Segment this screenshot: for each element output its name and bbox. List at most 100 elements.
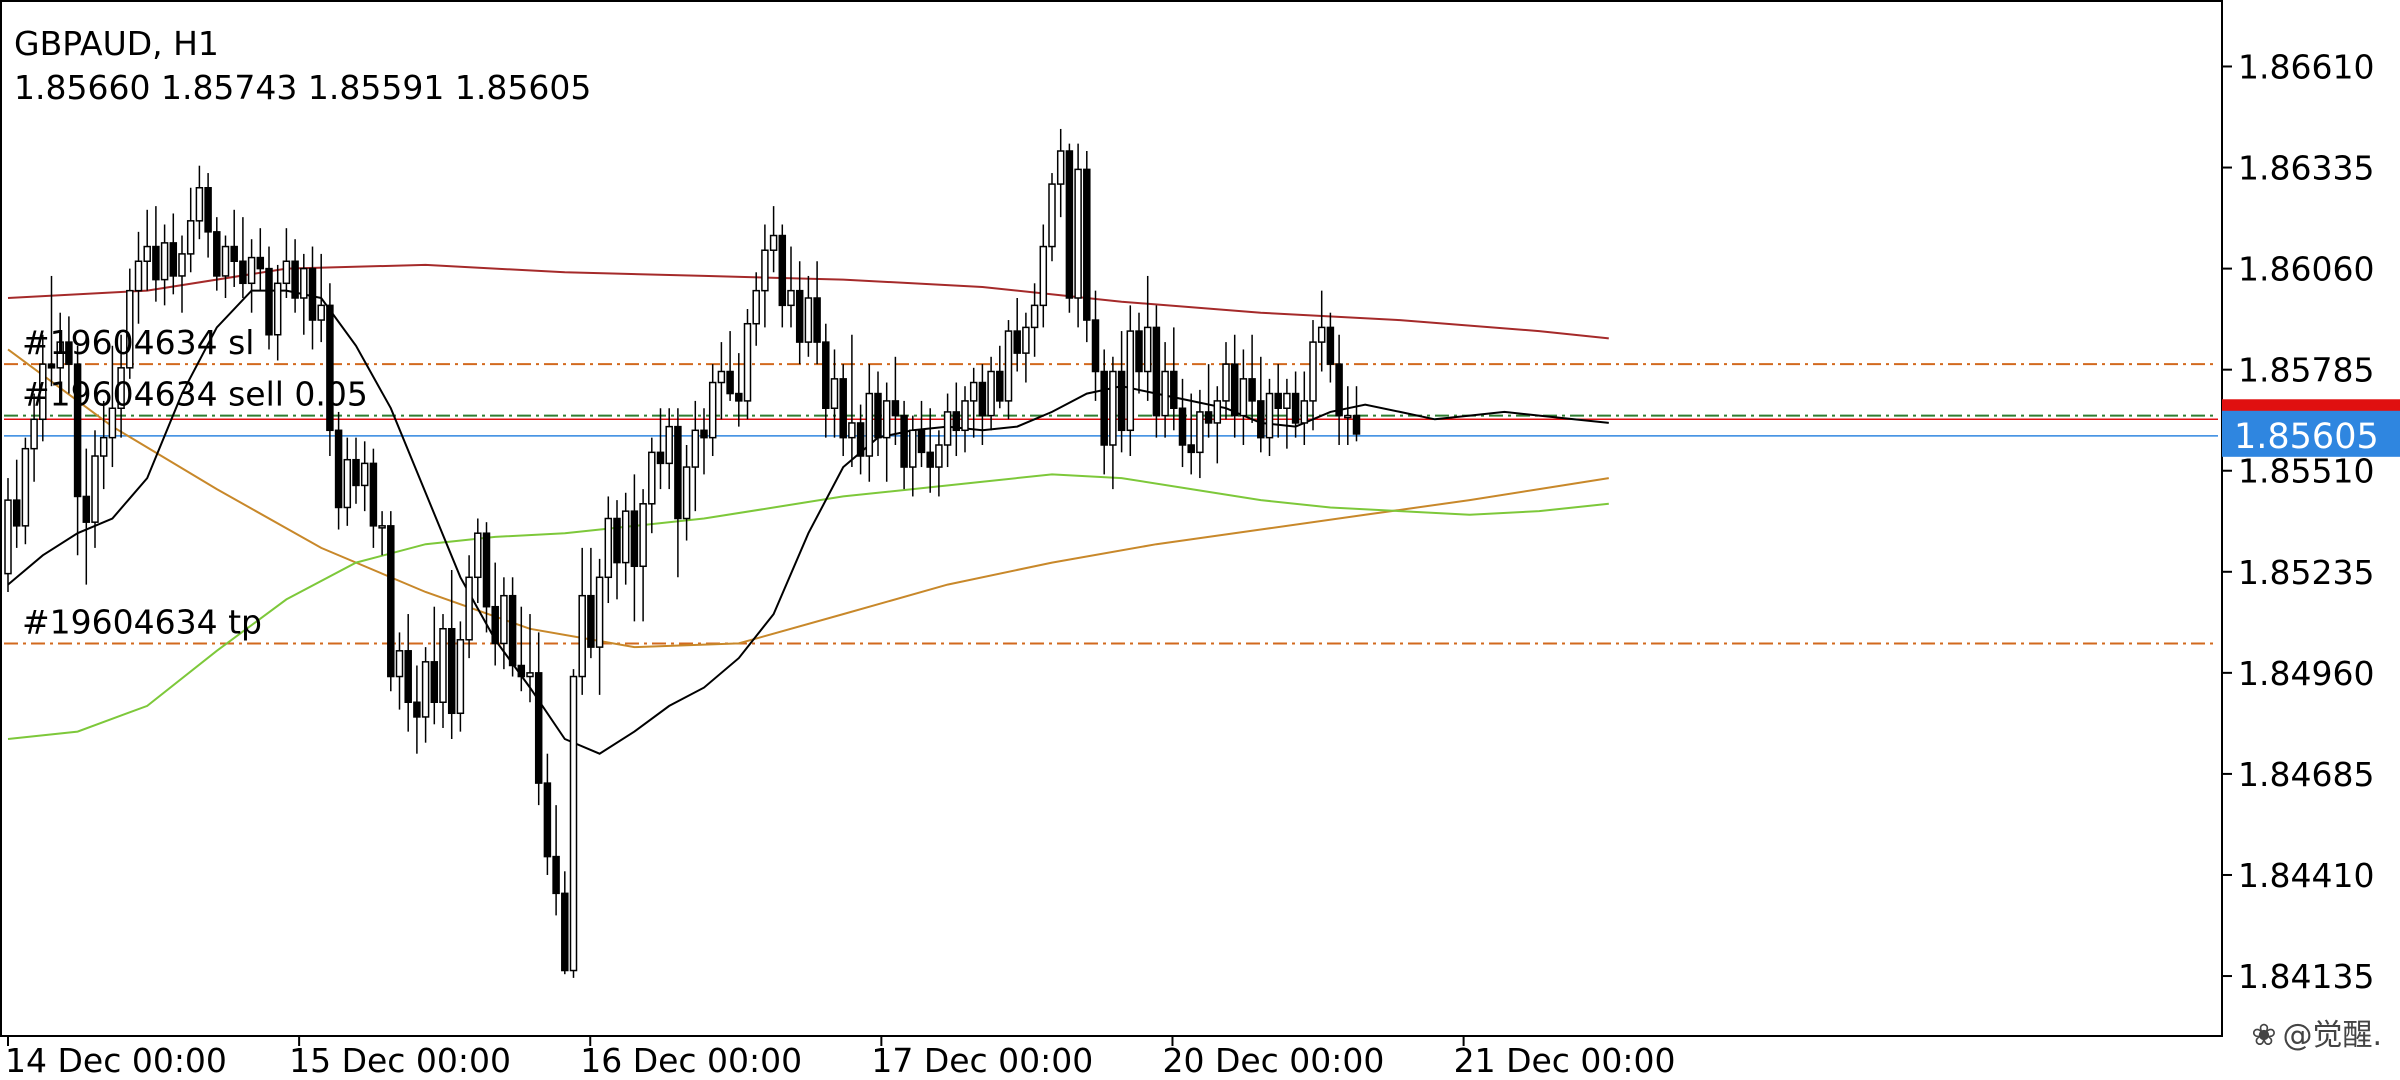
candle-body-bull xyxy=(1213,400,1222,424)
candle-body-bear xyxy=(430,661,439,704)
candle xyxy=(73,345,82,556)
candle xyxy=(387,511,395,692)
candle-body-bull xyxy=(500,594,508,645)
candle-body-bear xyxy=(656,451,665,465)
candle-body-bull xyxy=(708,381,717,439)
current-price-label: 1.85605 xyxy=(2234,417,2379,457)
candle xyxy=(1187,393,1195,475)
candle xyxy=(856,404,865,475)
candle xyxy=(526,614,534,703)
candle-body-bull xyxy=(178,253,186,277)
candle-body-bull xyxy=(604,517,613,579)
candle-body-bull xyxy=(1222,363,1230,402)
candle xyxy=(230,209,238,287)
candle xyxy=(1283,378,1291,449)
candle xyxy=(474,518,482,604)
candle xyxy=(395,632,404,710)
candle-body-bull xyxy=(578,594,586,678)
ma-green-line xyxy=(7,473,1609,740)
candle xyxy=(952,382,961,457)
candle xyxy=(1100,349,1108,475)
candle xyxy=(47,275,56,387)
candle xyxy=(12,459,21,548)
candle-body-bear xyxy=(291,260,299,299)
candle-body-bear xyxy=(334,429,343,509)
candle xyxy=(134,231,143,324)
y-tick-label: 1.84410 xyxy=(2238,856,2374,895)
candle-body-bull xyxy=(1004,330,1013,402)
watermark-logo-icon: ❀ xyxy=(2251,1018,2277,1053)
candle-body-bull xyxy=(882,400,891,439)
candle xyxy=(1335,334,1343,445)
candle-body-bull xyxy=(21,447,30,527)
candle-body-bear xyxy=(1257,400,1265,439)
candle xyxy=(830,349,839,438)
candle xyxy=(169,213,178,295)
y-tick-label: 1.84960 xyxy=(2238,654,2374,693)
candle-body-bear xyxy=(952,411,961,432)
candle xyxy=(917,400,926,468)
candle xyxy=(561,871,569,975)
candle xyxy=(326,283,334,457)
candle xyxy=(569,669,578,978)
candle xyxy=(82,448,91,585)
candle-body-bull xyxy=(456,639,465,715)
candle-body-bull xyxy=(143,245,151,263)
candle-body-bull xyxy=(360,462,369,487)
candle xyxy=(621,492,630,585)
candle-body-bull xyxy=(30,418,38,450)
candle xyxy=(213,217,221,291)
candle-body-bull xyxy=(108,407,117,439)
candle xyxy=(413,665,421,754)
candle-body-bull xyxy=(1161,370,1169,417)
candle-body-bear xyxy=(256,256,265,270)
candle xyxy=(439,614,447,728)
candle xyxy=(1300,371,1309,445)
candle xyxy=(1013,298,1021,372)
candle xyxy=(752,272,760,346)
candle xyxy=(804,275,813,357)
x-tick-label: 21 Dec 00:00 xyxy=(1454,1041,1676,1080)
candle-body-bull xyxy=(848,422,856,439)
candle-body-bear xyxy=(630,510,639,568)
candle-body-bear xyxy=(12,499,21,527)
candle-body-bear xyxy=(552,855,560,895)
candle-body-bull xyxy=(830,378,839,410)
candle xyxy=(343,437,352,526)
trade-label: #19604634 tp xyxy=(22,602,262,641)
candle-body-bull xyxy=(1143,326,1152,373)
candle-body-bull xyxy=(621,510,630,564)
candle-body-bull xyxy=(439,628,447,703)
candle xyxy=(447,569,456,739)
candle xyxy=(282,228,291,298)
candle-body-bull xyxy=(134,260,143,292)
candle xyxy=(1326,312,1335,383)
candle xyxy=(39,334,47,442)
plot-area[interactable] xyxy=(0,0,2223,1037)
candle xyxy=(517,606,526,692)
candle-body-bear xyxy=(73,363,82,498)
candle xyxy=(1004,320,1013,420)
candle-body-bear xyxy=(239,260,247,285)
candle xyxy=(117,334,125,438)
candle xyxy=(1248,334,1256,423)
candle xyxy=(143,209,151,291)
candle-body-bear xyxy=(204,187,212,233)
candle xyxy=(961,386,969,453)
candle xyxy=(769,206,778,273)
candle xyxy=(1126,305,1135,457)
candle-body-bull xyxy=(865,392,874,457)
candle-body-bull xyxy=(752,289,760,325)
candle xyxy=(578,547,586,695)
candle-body-bear xyxy=(534,672,543,784)
candle-body-bear xyxy=(308,267,317,321)
candle xyxy=(735,353,743,427)
candle xyxy=(987,356,995,431)
candle-body-bull xyxy=(474,532,482,579)
watermark: ❀ @觉醒. xyxy=(2251,1010,2382,1054)
candle-body-bear xyxy=(735,392,743,402)
candle-body-bear xyxy=(326,304,334,432)
candle-body-bull xyxy=(317,304,325,321)
candle-body-bear xyxy=(813,297,821,343)
